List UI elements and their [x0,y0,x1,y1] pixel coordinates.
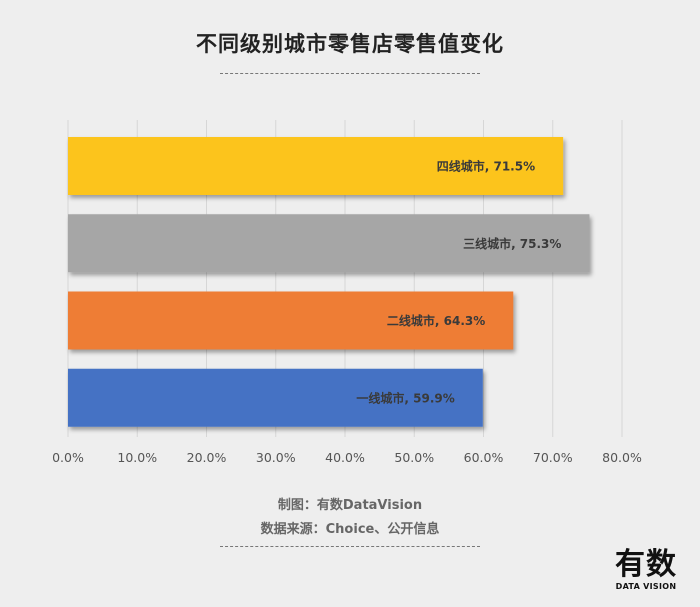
bar-data-label: 一线城市, 59.9% [356,390,454,405]
title-divider [220,73,480,74]
x-tick-label: 0.0% [52,450,84,465]
chart-title: 不同级别城市零售店零售值变化 [196,32,504,56]
bar-chart: 0.0% 10.0% 20.0% 30.0% 40.0% 50.0% 60.0% 70.0% 8… [52,120,642,465]
bar-data-label: 四线城市, 71.5% [437,159,535,174]
credit-data-source: 数据来源：Choice、公开信息 [260,522,440,537]
bar [68,214,590,273]
brand-logo: 有数 DATA VISION [600,548,692,592]
x-tick-label: 10.0% [117,450,157,465]
footer-divider [220,546,480,547]
bar [68,137,564,195]
x-tick-label: 30.0% [256,450,296,465]
bar-data-label: 二线城市, 64.3% [387,313,485,328]
logo-subtext: DATA VISION [615,582,677,591]
x-tick-label: 80.0% [602,450,642,465]
bar [68,368,483,427]
credit-chart-maker: 制图：有数DataVision [277,498,423,513]
x-tick-label: 50.0% [394,450,434,465]
x-tick-label: 70.0% [533,450,573,465]
x-tick-label: 40.0% [325,450,365,465]
x-tick-label: 60.0% [464,450,504,465]
bar [68,291,514,350]
logo-text: 有数 [615,547,677,582]
x-tick-label: 20.0% [187,450,227,465]
bar-data-label: 三线城市, 75.3% [463,236,561,251]
